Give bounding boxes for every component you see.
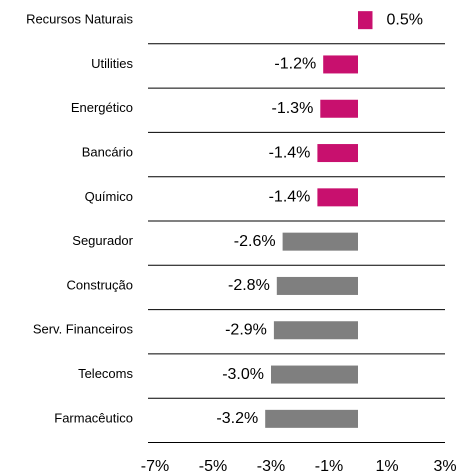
bar bbox=[323, 55, 358, 74]
category-label: Serv. Financeiros bbox=[33, 322, 134, 337]
value-label: -1.4% bbox=[269, 189, 311, 206]
x-tick-label: 3% bbox=[433, 458, 456, 475]
x-tick-label: -3% bbox=[257, 458, 285, 475]
bar bbox=[320, 99, 358, 118]
value-label: -1.4% bbox=[269, 144, 311, 161]
x-tick-label: 1% bbox=[375, 458, 398, 475]
category-label: Bancário bbox=[82, 144, 133, 159]
bar bbox=[271, 365, 358, 384]
category-label: Construção bbox=[67, 277, 133, 292]
bar bbox=[273, 321, 358, 340]
category-label: Utilities bbox=[91, 56, 133, 71]
value-label: -2.6% bbox=[234, 233, 276, 250]
category-label: Farmacêutico bbox=[54, 410, 133, 425]
value-label: -2.8% bbox=[228, 277, 270, 294]
value-label: -1.2% bbox=[274, 56, 316, 73]
category-label: Químico bbox=[85, 189, 133, 204]
x-tick-label: -7% bbox=[141, 458, 169, 475]
value-label: -2.9% bbox=[225, 321, 267, 338]
bar bbox=[276, 276, 358, 295]
x-tick-label: -5% bbox=[199, 458, 227, 475]
value-label: -1.3% bbox=[272, 100, 314, 117]
bar bbox=[265, 409, 358, 428]
bar bbox=[282, 232, 358, 251]
category-label: Energético bbox=[71, 100, 133, 115]
x-tick-label: -1% bbox=[315, 458, 343, 475]
category-label: Segurador bbox=[72, 233, 133, 248]
bar bbox=[358, 11, 373, 30]
value-label: 0.5% bbox=[387, 11, 423, 28]
value-label: -3.2% bbox=[216, 410, 258, 427]
category-label: Telecoms bbox=[78, 366, 133, 381]
value-label: -3.0% bbox=[222, 366, 264, 383]
category-label: Recursos Naturais bbox=[26, 12, 133, 27]
bar bbox=[317, 144, 358, 163]
bar bbox=[317, 188, 358, 207]
